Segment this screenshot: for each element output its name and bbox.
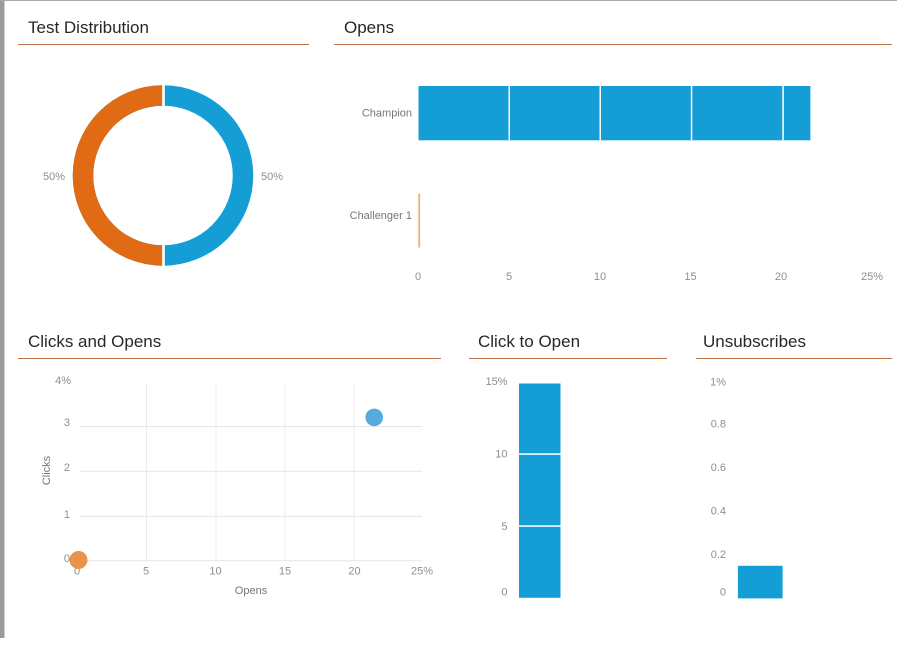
svg-text:15: 15 (279, 566, 291, 578)
svg-text:Unsubscribes: Unsubscribes (703, 332, 806, 351)
svg-text:1: 1 (64, 509, 70, 521)
svg-text:15: 15 (684, 271, 696, 283)
svg-text:0: 0 (501, 587, 507, 599)
svg-text:Opens: Opens (344, 18, 394, 37)
svg-text:25%: 25% (411, 566, 433, 578)
svg-text:Challenger 1: Challenger 1 (350, 210, 412, 222)
svg-text:Clicks: Clicks (41, 455, 53, 485)
svg-text:Opens: Opens (235, 585, 268, 597)
svg-text:0: 0 (720, 587, 726, 599)
svg-text:4%: 4% (55, 375, 71, 387)
svg-text:5: 5 (143, 566, 149, 578)
svg-text:Clicks and Opens: Clicks and Opens (28, 332, 161, 351)
svg-text:2: 2 (64, 462, 70, 474)
svg-text:0.6: 0.6 (711, 462, 726, 474)
svg-text:0: 0 (415, 271, 421, 283)
svg-text:3: 3 (64, 417, 70, 429)
svg-text:20: 20 (775, 271, 787, 283)
svg-text:20: 20 (348, 566, 360, 578)
svg-text:Click to Open: Click to Open (478, 332, 580, 351)
svg-text:Champion: Champion (362, 108, 412, 120)
svg-text:0.8: 0.8 (711, 419, 726, 431)
svg-text:0: 0 (74, 566, 80, 578)
svg-text:10: 10 (209, 566, 221, 578)
svg-text:0.4: 0.4 (711, 506, 726, 518)
svg-text:10: 10 (594, 271, 606, 283)
svg-text:1%: 1% (710, 377, 726, 389)
svg-text:Test Distribution: Test Distribution (28, 18, 149, 37)
svg-text:5: 5 (501, 521, 507, 533)
svg-text:0: 0 (64, 553, 70, 565)
svg-text:5: 5 (506, 271, 512, 283)
svg-text:15%: 15% (485, 376, 507, 388)
svg-text:10: 10 (495, 448, 507, 460)
svg-text:0.2: 0.2 (711, 549, 726, 561)
svg-text:50%: 50% (43, 171, 65, 183)
svg-text:50%: 50% (261, 171, 283, 183)
svg-text:25%: 25% (861, 271, 883, 283)
